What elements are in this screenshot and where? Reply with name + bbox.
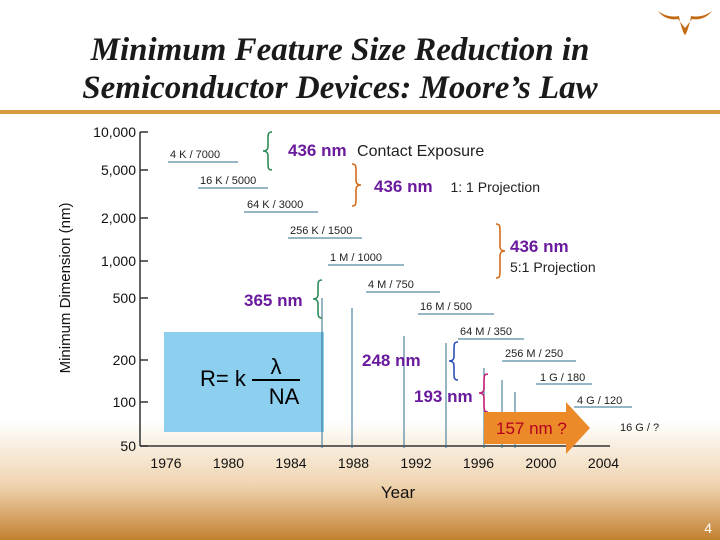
formula-box <box>164 332 324 432</box>
point-label-1m: 1 M / 1000 <box>330 252 382 264</box>
slide-number: 4 <box>704 520 712 536</box>
arrow-157-callout <box>484 402 590 454</box>
brace-248 <box>448 341 459 381</box>
brace-193 <box>478 373 489 413</box>
arrow-157-label: 157 nm ? <box>496 419 567 438</box>
point-label-16k: 16 K / 5000 <box>200 175 256 187</box>
formula-lambda: λ <box>271 354 282 379</box>
annotation-436-contact: 436 nm Contact Exposure <box>288 141 484 160</box>
x-tick-label: 1992 <box>400 455 431 471</box>
y-tick-label: 1,000 <box>101 253 136 269</box>
point-label-16m: 16 M / 500 <box>420 301 472 313</box>
longhorn-logo-icon <box>658 11 712 35</box>
y-axis-label: Minimum Dimension (nm) <box>57 203 74 374</box>
annotation-365: 365 nm <box>244 291 303 310</box>
moores-law-chart: 10,000 5,000 2,000 1,000 500 200 100 50 1976 198… <box>57 124 659 502</box>
brace-1to1 <box>351 163 362 207</box>
point-label-1g: 1 G / 180 <box>540 372 585 384</box>
annotation-193: 193 nm <box>414 387 473 406</box>
y-tick-label: 10,000 <box>93 124 136 140</box>
x-axis-label: Year <box>381 483 416 502</box>
point-label-64k: 64 K / 3000 <box>247 199 303 211</box>
x-tick-label: 1980 <box>213 455 244 471</box>
y-tick-label: 5,000 <box>101 162 136 178</box>
point-label-16g: 16 G / ? <box>620 422 659 434</box>
annotation-248: 248 nm <box>362 351 421 370</box>
slide-title-line-2: Semiconductor Devices: Moore’s Law <box>82 70 598 106</box>
annotation-436-1to1: 436 nm 1: 1 Projection <box>374 177 540 196</box>
y-tick-label: 100 <box>113 394 137 410</box>
y-tick-label: 500 <box>113 290 137 306</box>
y-tick-label: 200 <box>113 352 137 368</box>
gold-rule-top <box>0 0 720 22</box>
x-tick-label: 1976 <box>150 455 181 471</box>
brace-contact <box>262 131 273 171</box>
annotation-436-5to1-wavelength: 436 nm <box>510 237 569 256</box>
point-label-4g: 4 G / 120 <box>577 395 622 407</box>
point-label-256k: 256 K / 1500 <box>290 225 352 237</box>
point-label-256m: 256 M / 250 <box>505 348 563 360</box>
formula-na: NA <box>269 384 300 409</box>
x-tick-label: 2004 <box>588 455 619 471</box>
point-label-4k: 4 K / 7000 <box>170 149 220 161</box>
formula-lhs: R= k <box>200 366 247 391</box>
x-tick-label: 1996 <box>463 455 494 471</box>
gold-rule <box>0 110 720 114</box>
brace-5to1 <box>495 223 506 279</box>
point-label-64m: 64 M / 350 <box>460 326 512 338</box>
brace-365 <box>312 279 323 319</box>
y-tick-label: 2,000 <box>101 210 136 226</box>
annotation-436-5to1-method: 5:1 Projection <box>510 259 596 275</box>
y-tick-label: 50 <box>120 438 136 454</box>
x-tick-label: 1988 <box>338 455 369 471</box>
x-tick-label: 1984 <box>275 455 306 471</box>
x-tick-label: 2000 <box>525 455 556 471</box>
slide-title-line-1: Minimum Feature Size Reduction in <box>90 32 590 68</box>
point-label-4m: 4 M / 750 <box>368 279 414 291</box>
